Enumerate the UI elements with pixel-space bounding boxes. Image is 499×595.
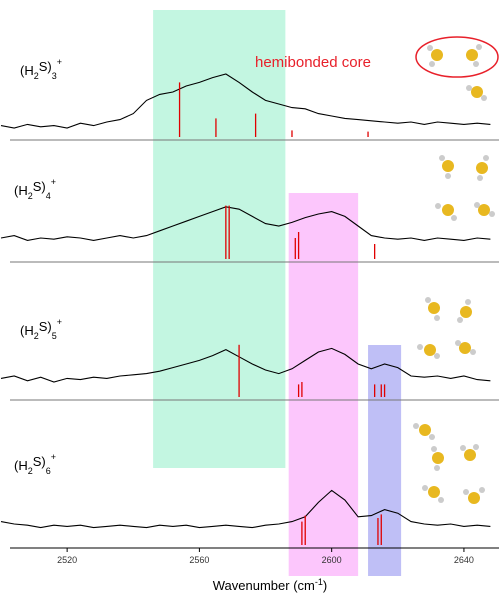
x-axis-title-part: ) [323, 578, 327, 593]
formula-part: + [57, 317, 62, 327]
molecule [431, 446, 444, 471]
formula-part: + [51, 452, 56, 462]
molecule [457, 299, 472, 323]
formula-part: S) [39, 59, 52, 74]
panel-label: (H2S)3+ [20, 57, 62, 81]
formula-part: S) [33, 179, 46, 194]
formula-part: (H [14, 458, 28, 473]
x-tick-label: 2560 [189, 555, 209, 565]
molecule [422, 485, 444, 503]
annotation: hemibonded core [255, 54, 371, 71]
panel-label: (H2S)5+ [20, 317, 62, 341]
highlight-band [368, 345, 401, 576]
molecule [435, 203, 457, 221]
annotation-ellipse [416, 37, 498, 77]
x-tick-label: 2520 [57, 555, 77, 565]
x-tick-label: 2600 [322, 555, 342, 565]
molecule [474, 202, 495, 217]
highlight-band [153, 10, 285, 468]
bands [153, 10, 401, 576]
formula-part: (H [20, 323, 34, 338]
molecule [466, 44, 482, 67]
formula-part: (H [20, 63, 34, 78]
molecules [413, 37, 498, 504]
x-tick-label: 2640 [454, 555, 474, 565]
formula-part: (H [14, 183, 28, 198]
molecule [413, 423, 435, 440]
molecule [463, 487, 485, 504]
formula-part: S) [33, 454, 46, 469]
molecule [427, 45, 443, 67]
formula-part: 6 [46, 466, 51, 476]
formula-part: + [51, 177, 56, 187]
panel-label: (H2S)4+ [14, 177, 56, 201]
molecule [439, 155, 454, 179]
x-axis-title-part: Wavenumber (cm [213, 578, 315, 593]
formula-part: 3 [52, 71, 57, 81]
panel-label: (H2S)6+ [14, 452, 56, 476]
molecule [476, 155, 489, 181]
chart: (H2S)3+ (H2S)4+ (H2S)5+ (H2S)6+ 2520 2560 2600… [0, 0, 499, 595]
formula-part: + [57, 57, 62, 67]
formula-part: 5 [52, 331, 57, 341]
molecule [455, 340, 476, 355]
formula-part: S) [39, 319, 52, 334]
x-axis-title-part: -1 [315, 577, 323, 587]
molecule [460, 444, 479, 461]
molecule [425, 297, 440, 321]
x-axis-title: Wavenumber (cm-1) [213, 577, 327, 593]
molecule [417, 344, 440, 359]
molecule [466, 85, 487, 101]
formula-part: 4 [46, 191, 51, 201]
spectrum-trace [1, 490, 490, 527]
